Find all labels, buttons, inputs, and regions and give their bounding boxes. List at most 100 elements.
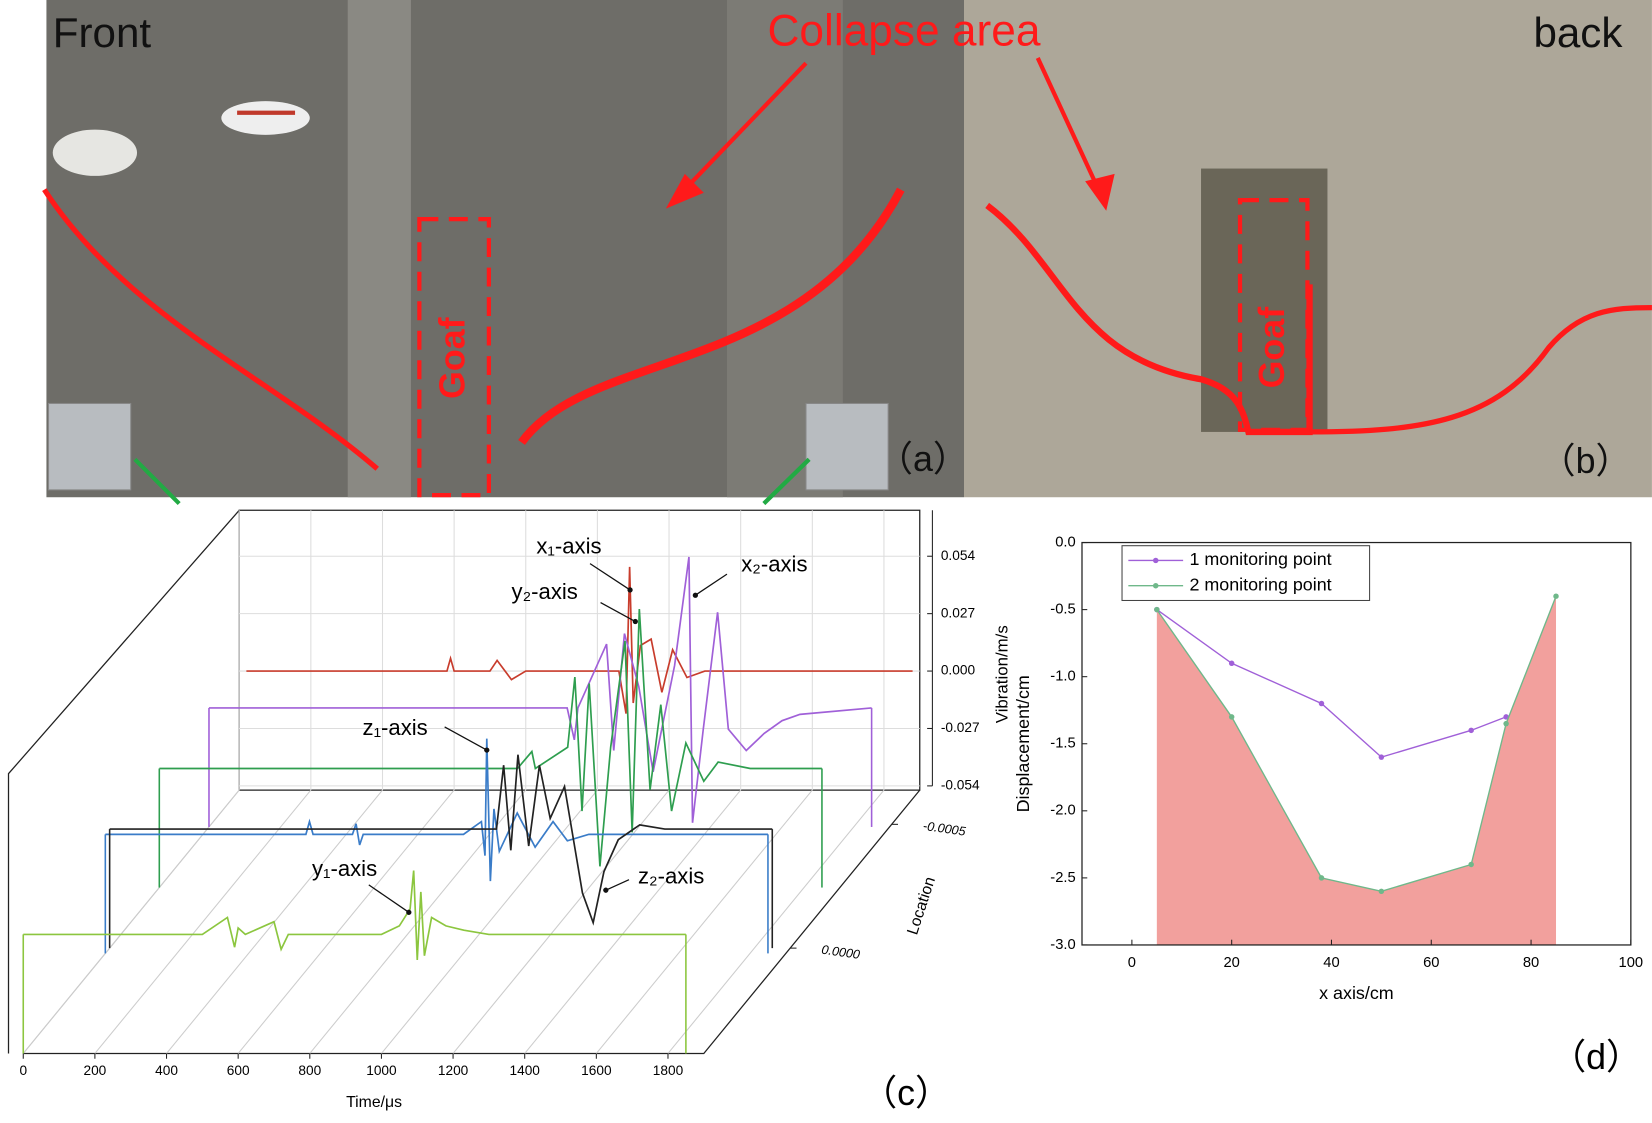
series-annotation: y₂-axis <box>512 579 578 604</box>
series-line <box>1156 609 1507 758</box>
photo-marker <box>52 129 138 176</box>
photo-back: Goaf back （b） <box>964 0 1652 498</box>
legend-marker <box>1152 557 1159 564</box>
x-tick-label: 100 <box>1619 955 1644 971</box>
y-tick-label: -1.0 <box>1050 669 1075 685</box>
x-tick-label: 600 <box>227 1063 250 1078</box>
series-annotation: x₂-axis <box>741 552 807 577</box>
y-tick-label: 0.027 <box>941 605 975 620</box>
x-tick-label: 80 <box>1523 955 1539 971</box>
panel-label: （a） <box>877 439 969 479</box>
box-edge <box>7 509 240 1054</box>
arrow-head <box>1085 173 1115 211</box>
legend-marker <box>1152 582 1159 589</box>
trace-line <box>105 738 768 882</box>
trace-line <box>208 556 872 823</box>
x-tick-label: 800 <box>298 1063 321 1078</box>
goaf-label: Goaf <box>433 317 473 399</box>
x-tick-label: 200 <box>83 1063 106 1078</box>
point <box>1468 727 1474 734</box>
x-tick-label: 1200 <box>438 1063 469 1078</box>
annotation-arrow <box>444 726 488 751</box>
point <box>1378 888 1385 895</box>
box-edge <box>23 789 921 1055</box>
x-tick-label: 40 <box>1323 955 1339 971</box>
collapse-curve <box>985 202 1313 436</box>
z-tick-label: 0.0000 <box>821 943 861 962</box>
panel-label: （b） <box>1540 441 1632 481</box>
panel-label: （d） <box>1550 1037 1642 1077</box>
x-axis-label: Time/μs <box>346 1094 402 1111</box>
area <box>1156 596 1557 945</box>
y-axis-label: Vibration/m/s <box>992 625 1011 723</box>
sensor-box <box>48 402 132 491</box>
y-tick-label: 0.000 <box>941 663 976 678</box>
photo-label: back <box>1533 9 1623 56</box>
x-tick-label: 60 <box>1423 955 1439 971</box>
annotation-arrow <box>600 602 636 623</box>
annotation-arrow <box>695 573 728 596</box>
photo-front: Front Goaf （a） <box>42 0 969 506</box>
arrow-head <box>406 909 412 915</box>
x-tick-label: 1800 <box>653 1063 684 1078</box>
x-tick-label: 400 <box>155 1063 178 1078</box>
series-annotation: z₂-axis <box>638 863 704 888</box>
y-tick-label: -0.027 <box>941 720 980 735</box>
goaf-box <box>417 217 491 498</box>
series-annotation: x₁-axis <box>536 534 601 559</box>
arrow-head <box>603 887 609 893</box>
x-tick-label: 1400 <box>509 1063 540 1078</box>
y-tick-label: -0.054 <box>941 777 980 792</box>
sensor-arrow <box>762 457 811 506</box>
y-axis-label: Displacement/cm <box>1013 675 1033 812</box>
collapse-curve <box>518 187 905 445</box>
sensor-box <box>805 402 889 491</box>
x-tick-label: 0 <box>1128 955 1136 971</box>
photo-label: Front <box>53 9 152 56</box>
annotation-arrow <box>605 879 630 891</box>
grid-line <box>595 789 813 1054</box>
x-tick-label: 1000 <box>366 1063 397 1078</box>
y-tick-label: -3.0 <box>1050 937 1075 953</box>
y-tick-label: 0.054 <box>941 548 976 563</box>
goaf-label: Goaf <box>1252 307 1292 389</box>
y-tick-label: -0.5 <box>1050 601 1075 617</box>
point <box>1468 861 1474 868</box>
annotation-arrow <box>589 563 631 591</box>
arrow-head <box>692 592 699 598</box>
grid-line <box>667 789 885 1054</box>
legend-label: 1 monitoring point <box>1189 549 1331 569</box>
arrow-head <box>665 173 704 209</box>
point <box>1503 720 1509 727</box>
trace-line <box>246 566 913 714</box>
point <box>1228 660 1235 667</box>
point <box>1318 700 1325 707</box>
point <box>1228 714 1235 720</box>
point <box>1154 606 1160 613</box>
point <box>1318 875 1325 881</box>
y-tick-label: -1.5 <box>1050 736 1075 752</box>
photo-marker <box>221 101 310 135</box>
z-axis-label: Location <box>904 875 939 937</box>
legend-box <box>1121 545 1371 602</box>
trace-line <box>23 870 686 960</box>
collapse-curve <box>42 188 379 471</box>
series-annotation: y₁-axis <box>312 856 377 881</box>
point <box>1553 593 1559 599</box>
annotation-arrow <box>368 884 410 913</box>
y-tick-label: 0.0 <box>1055 534 1075 550</box>
sensor-arrow <box>133 457 181 506</box>
point <box>1378 754 1385 760</box>
y-tick-label: -2.0 <box>1050 803 1075 819</box>
trace-line <box>159 608 822 867</box>
collapse-label: Collapse area <box>767 6 1040 55</box>
trace-line <box>109 754 773 926</box>
series-annotation: z₁-axis <box>363 715 428 740</box>
arrow-head <box>484 747 490 753</box>
legend-label: 2 monitoring point <box>1189 574 1331 594</box>
y-tick-label: -2.5 <box>1050 870 1075 886</box>
x-tick-label: 20 <box>1223 955 1239 971</box>
arrow-head <box>627 587 633 593</box>
pointer-arrow <box>1035 57 1103 196</box>
